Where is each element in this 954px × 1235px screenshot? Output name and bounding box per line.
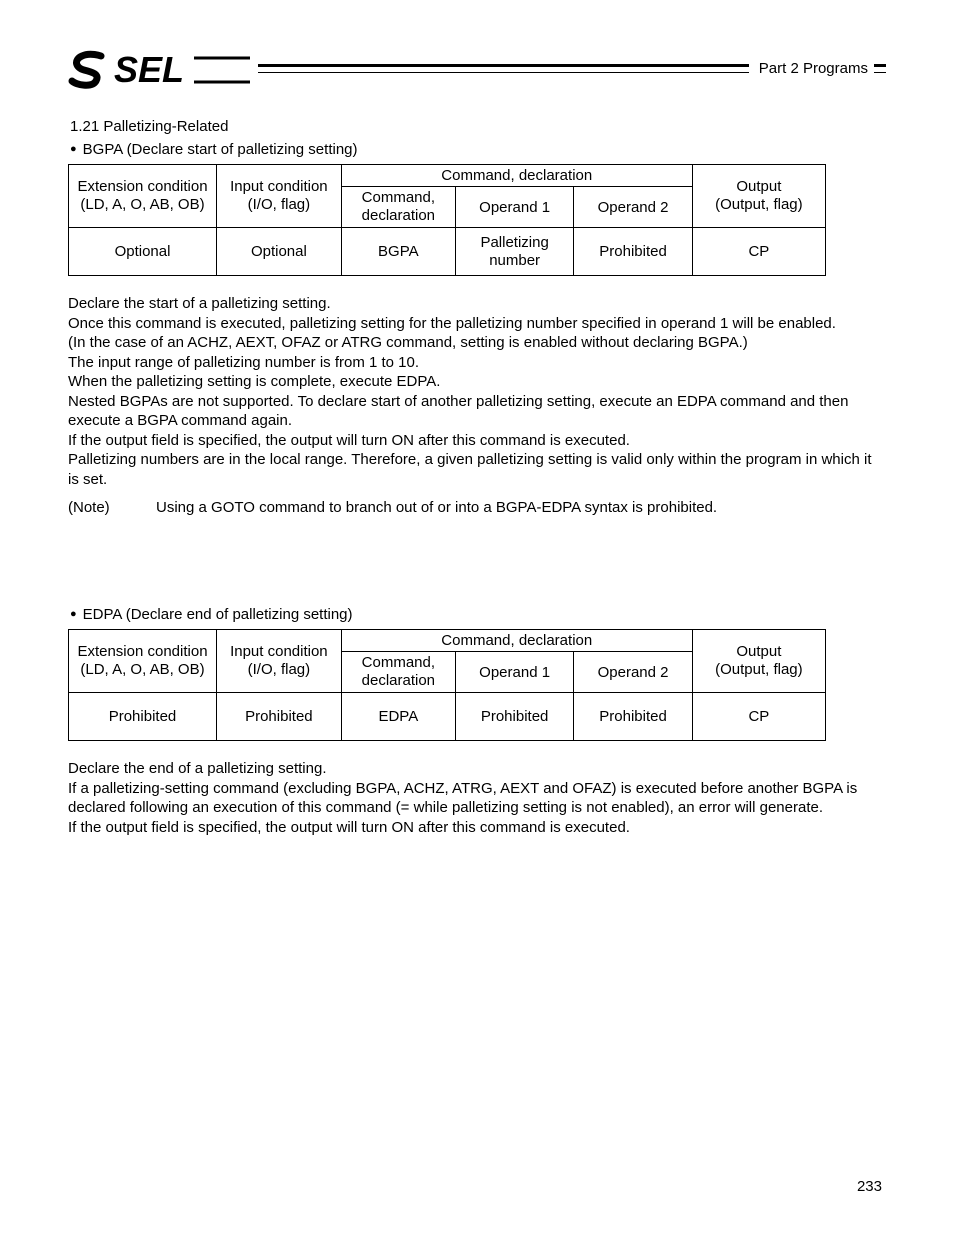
edpa-th-op1: Operand 1 [455, 652, 573, 693]
section-title: 1.21 Palletizing-Related [68, 118, 886, 135]
th-out-l1: Output [736, 643, 781, 660]
logo-s-icon [68, 50, 110, 90]
edpa-th-cmd: Command, declaration [341, 652, 455, 693]
bgpa-th-op1: Operand 1 [455, 187, 573, 228]
edpa-th-ext: Extension condition (LD, A, O, AB, OB) [69, 630, 217, 693]
bgpa-td-op2: Prohibited [574, 228, 692, 276]
th-ext-l2: (LD, A, O, AB, OB) [80, 661, 204, 678]
edpa-bullet: EDPA (Declare end of palletizing setting… [68, 606, 886, 623]
edpa-table: Extension condition (LD, A, O, AB, OB) I… [68, 629, 826, 741]
bgpa-op1-l2: number [489, 252, 540, 269]
th-inp-l2: (I/O, flag) [248, 661, 311, 678]
th-out-l1: Output [736, 178, 781, 195]
edpa-td-cmd: EDPA [341, 693, 455, 741]
bgpa-td-ext: Optional [69, 228, 217, 276]
bgpa-th-out: Output (Output, flag) [692, 165, 825, 228]
bgpa-td-cmd: BGPA [341, 228, 455, 276]
bgpa-th-cmddecl: Command, declaration [341, 165, 692, 187]
ssel-logo: SEL [68, 50, 250, 90]
logo-sel-text-icon: SEL [114, 50, 250, 90]
header-part-label: Part 2 Programs [749, 60, 874, 77]
bgpa-th-cmd: Command, declaration [341, 187, 455, 228]
edpa-th-op2: Operand 2 [574, 652, 692, 693]
th-ext-l2: (LD, A, O, AB, OB) [80, 196, 204, 213]
page-number: 233 [857, 1178, 882, 1195]
edpa-td-ext: Prohibited [69, 693, 217, 741]
page-header: SEL Part 2 Programs [68, 50, 886, 90]
bgpa-op1-l1: Palletizing [480, 234, 548, 251]
th-ext-l1: Extension condition [77, 643, 207, 660]
bgpa-bullet: BGPA (Declare start of palletizing setti… [68, 141, 886, 158]
bgpa-th-inp: Input condition (I/O, flag) [217, 165, 342, 228]
th-cmd-l2: declaration [362, 672, 435, 689]
header-rule: Part 2 Programs [258, 58, 886, 82]
bgpa-description: Declare the start of a palletizing setti… [68, 294, 886, 489]
bgpa-note: (Note) Using a GOTO command to branch ou… [68, 499, 886, 516]
edpa-th-out: Output (Output, flag) [692, 630, 825, 693]
th-inp-l1: Input condition [230, 178, 328, 195]
th-cmd-l2: declaration [362, 207, 435, 224]
note-label: (Note) [68, 499, 122, 516]
th-ext-l1: Extension condition [77, 178, 207, 195]
bgpa-td-out: CP [692, 228, 825, 276]
bgpa-table: Extension condition (LD, A, O, AB, OB) I… [68, 164, 826, 276]
edpa-description: Declare the end of a palletizing setting… [68, 759, 886, 837]
edpa-th-cmddecl: Command, declaration [341, 630, 692, 652]
edpa-td-op1: Prohibited [455, 693, 573, 741]
th-cmd-l1: Command, [362, 189, 435, 206]
note-text: Using a GOTO command to branch out of or… [156, 499, 717, 516]
edpa-td-inp: Prohibited [217, 693, 342, 741]
bgpa-th-op2: Operand 2 [574, 187, 692, 228]
bgpa-td-inp: Optional [217, 228, 342, 276]
svg-text:SEL: SEL [114, 50, 184, 90]
edpa-td-out: CP [692, 693, 825, 741]
th-inp-l1: Input condition [230, 643, 328, 660]
th-out-l2: (Output, flag) [715, 661, 803, 678]
th-inp-l2: (I/O, flag) [248, 196, 311, 213]
edpa-th-inp: Input condition (I/O, flag) [217, 630, 342, 693]
bgpa-td-op1: Palletizing number [455, 228, 573, 276]
th-out-l2: (Output, flag) [715, 196, 803, 213]
bgpa-th-ext: Extension condition (LD, A, O, AB, OB) [69, 165, 217, 228]
th-cmd-l1: Command, [362, 654, 435, 671]
edpa-td-op2: Prohibited [574, 693, 692, 741]
